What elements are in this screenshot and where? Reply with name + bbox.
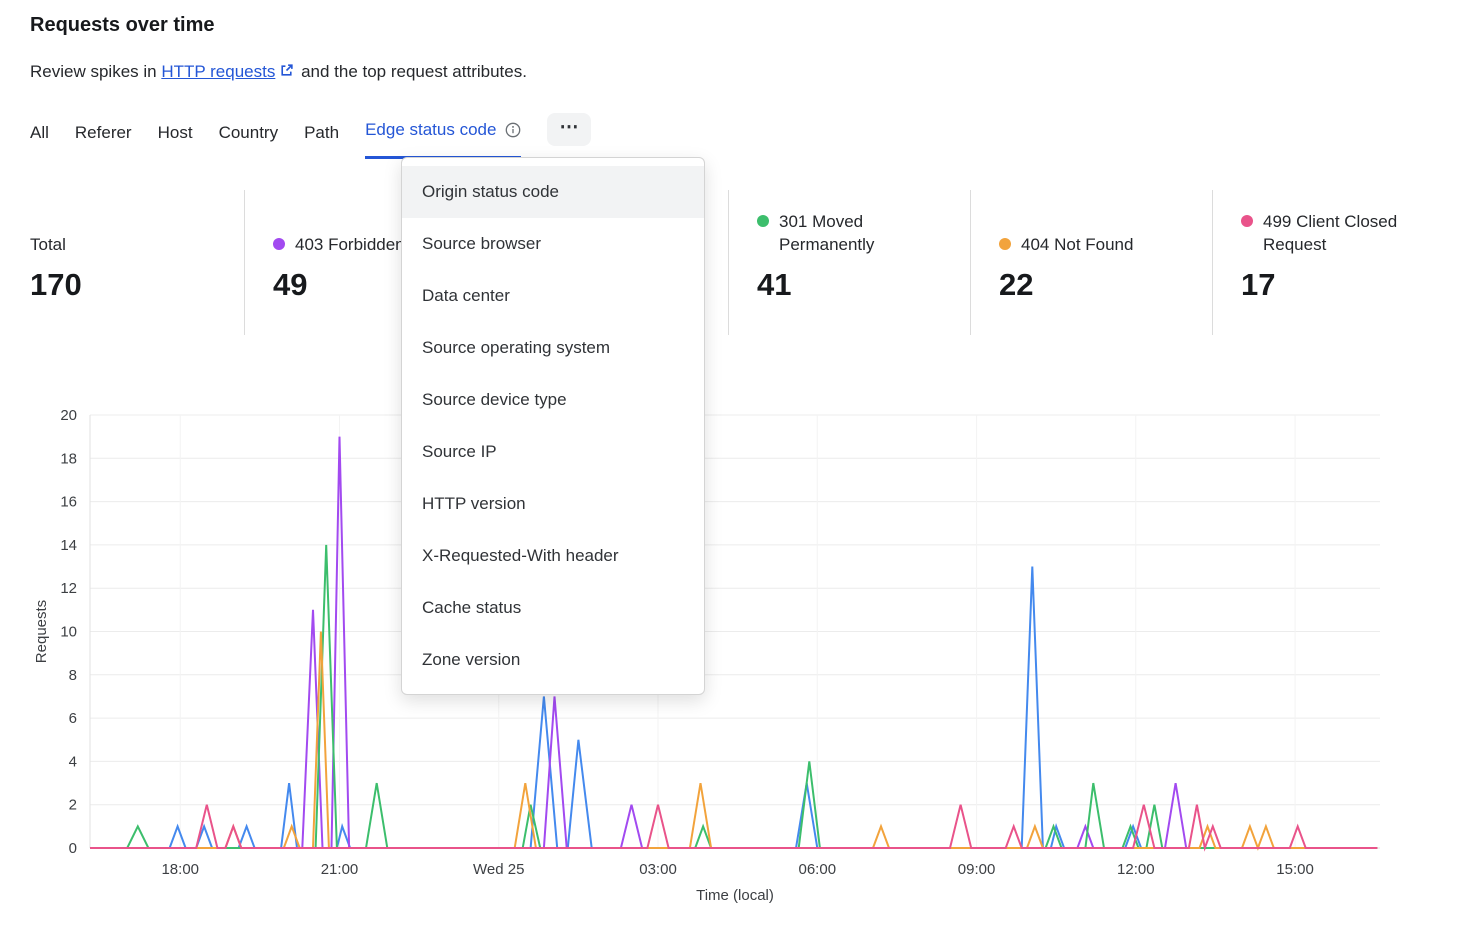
svg-text:12: 12: [60, 580, 77, 597]
svg-text:Wed 25: Wed 25: [473, 861, 524, 878]
menu-item-zone-version[interactable]: Zone version: [422, 650, 521, 669]
menu-item-source-operating-system[interactable]: Source operating system: [422, 338, 611, 357]
stat-total: Total 170: [30, 190, 244, 335]
tab-edge-status-code-label: Edge status code: [365, 120, 497, 139]
tab-country[interactable]: Country: [218, 123, 279, 142]
svg-text:6: 6: [69, 710, 77, 727]
svg-text:Requests: Requests: [33, 600, 50, 663]
stat-499-value: 17: [1241, 267, 1276, 302]
svg-text:10: 10: [60, 624, 77, 641]
stat-403-value: 49: [273, 267, 308, 302]
svg-text:06:00: 06:00: [799, 861, 837, 878]
menu-item-origin-status-code[interactable]: Origin status code: [402, 166, 704, 218]
svg-text:03:00: 03:00: [639, 861, 677, 878]
stat-total-label: Total: [30, 235, 66, 254]
svg-text:16: 16: [60, 494, 77, 511]
svg-text:8: 8: [69, 667, 77, 684]
svg-text:21:00: 21:00: [321, 861, 359, 878]
svg-text:09:00: 09:00: [958, 861, 996, 878]
tab-all[interactable]: All: [30, 123, 49, 142]
info-icon[interactable]: [505, 122, 521, 138]
stat-499-client-closed: 499 Client Closed Request 17: [1212, 190, 1454, 335]
svg-text:18: 18: [60, 450, 77, 467]
svg-text:Time (local): Time (local): [696, 887, 774, 904]
svg-text:15:00: 15:00: [1276, 861, 1314, 878]
more-tabs-button[interactable]: ⋯: [547, 113, 592, 146]
tab-referer[interactable]: Referer: [74, 123, 132, 142]
page-title: Requests over time: [30, 14, 215, 36]
menu-item-data-center[interactable]: Data center: [422, 286, 510, 305]
stats-row: Total 170 403 Forbidden 49 301 Moved Per…: [30, 190, 1454, 335]
stat-403-forbidden: 403 Forbidden 49: [244, 190, 486, 335]
menu-item-cache-status[interactable]: Cache status: [422, 598, 522, 617]
stat-301-moved: 301 Moved Permanently 41: [728, 190, 970, 335]
subtitle-prefix: Review spikes in: [30, 62, 162, 81]
legend-dot-403: [273, 238, 285, 250]
tab-host[interactable]: Host: [157, 123, 193, 142]
stat-404-not-found: 404 Not Found 22: [970, 190, 1212, 335]
svg-text:0: 0: [69, 840, 77, 857]
subtitle-suffix: and the top request attributes.: [296, 62, 527, 81]
stat-404-label: 404 Not Found: [1021, 235, 1134, 254]
legend-dot-499: [1241, 215, 1253, 227]
http-requests-link[interactable]: HTTP requests: [161, 62, 276, 81]
svg-text:18:00: 18:00: [161, 861, 199, 878]
stat-301-label: 301 Moved Permanently: [779, 212, 875, 254]
attribute-tabs: All Referer Host Country Path Edge statu…: [30, 112, 592, 159]
menu-item-source-browser[interactable]: Source browser: [422, 234, 542, 253]
stat-404-value: 22: [999, 267, 1034, 302]
menu-item-x-requested-with-header[interactable]: X-Requested-With header: [422, 546, 619, 565]
menu-item-source-device-type[interactable]: Source device type: [422, 390, 567, 409]
attribute-dropdown: Origin status code Source browser Data c…: [401, 157, 705, 695]
stat-301-value: 41: [757, 267, 792, 302]
tab-path[interactable]: Path: [304, 123, 340, 142]
legend-dot-301: [757, 215, 769, 227]
menu-item-source-ip[interactable]: Source IP: [422, 442, 497, 461]
tab-edge-status-code[interactable]: Edge status code: [365, 112, 522, 159]
external-link-icon[interactable]: [279, 63, 294, 83]
legend-dot-404: [999, 238, 1011, 250]
svg-text:14: 14: [60, 537, 77, 554]
svg-text:20: 20: [60, 407, 77, 424]
menu-item-http-version[interactable]: HTTP version: [422, 494, 526, 513]
svg-text:12:00: 12:00: [1117, 861, 1155, 878]
subtitle: Review spikes in HTTP requests and the t…: [30, 62, 527, 83]
svg-text:2: 2: [69, 797, 77, 814]
requests-chart: 0 2 4 6 8 10 12 14 16 18 20 18:00 21:00 Wed 25 03:00 06…: [0, 380, 1458, 920]
stat-total-value: 170: [30, 267, 82, 302]
stat-499-label: 499 Client Closed Request: [1263, 212, 1398, 254]
requests-chart-svg: 0 2 4 6 8 10 12 14 16 18 20 18:00 21:00 Wed 25 03:00 06…: [33, 407, 1380, 904]
svg-text:4: 4: [69, 753, 77, 770]
stat-403-label: 403 Forbidden: [295, 235, 405, 254]
